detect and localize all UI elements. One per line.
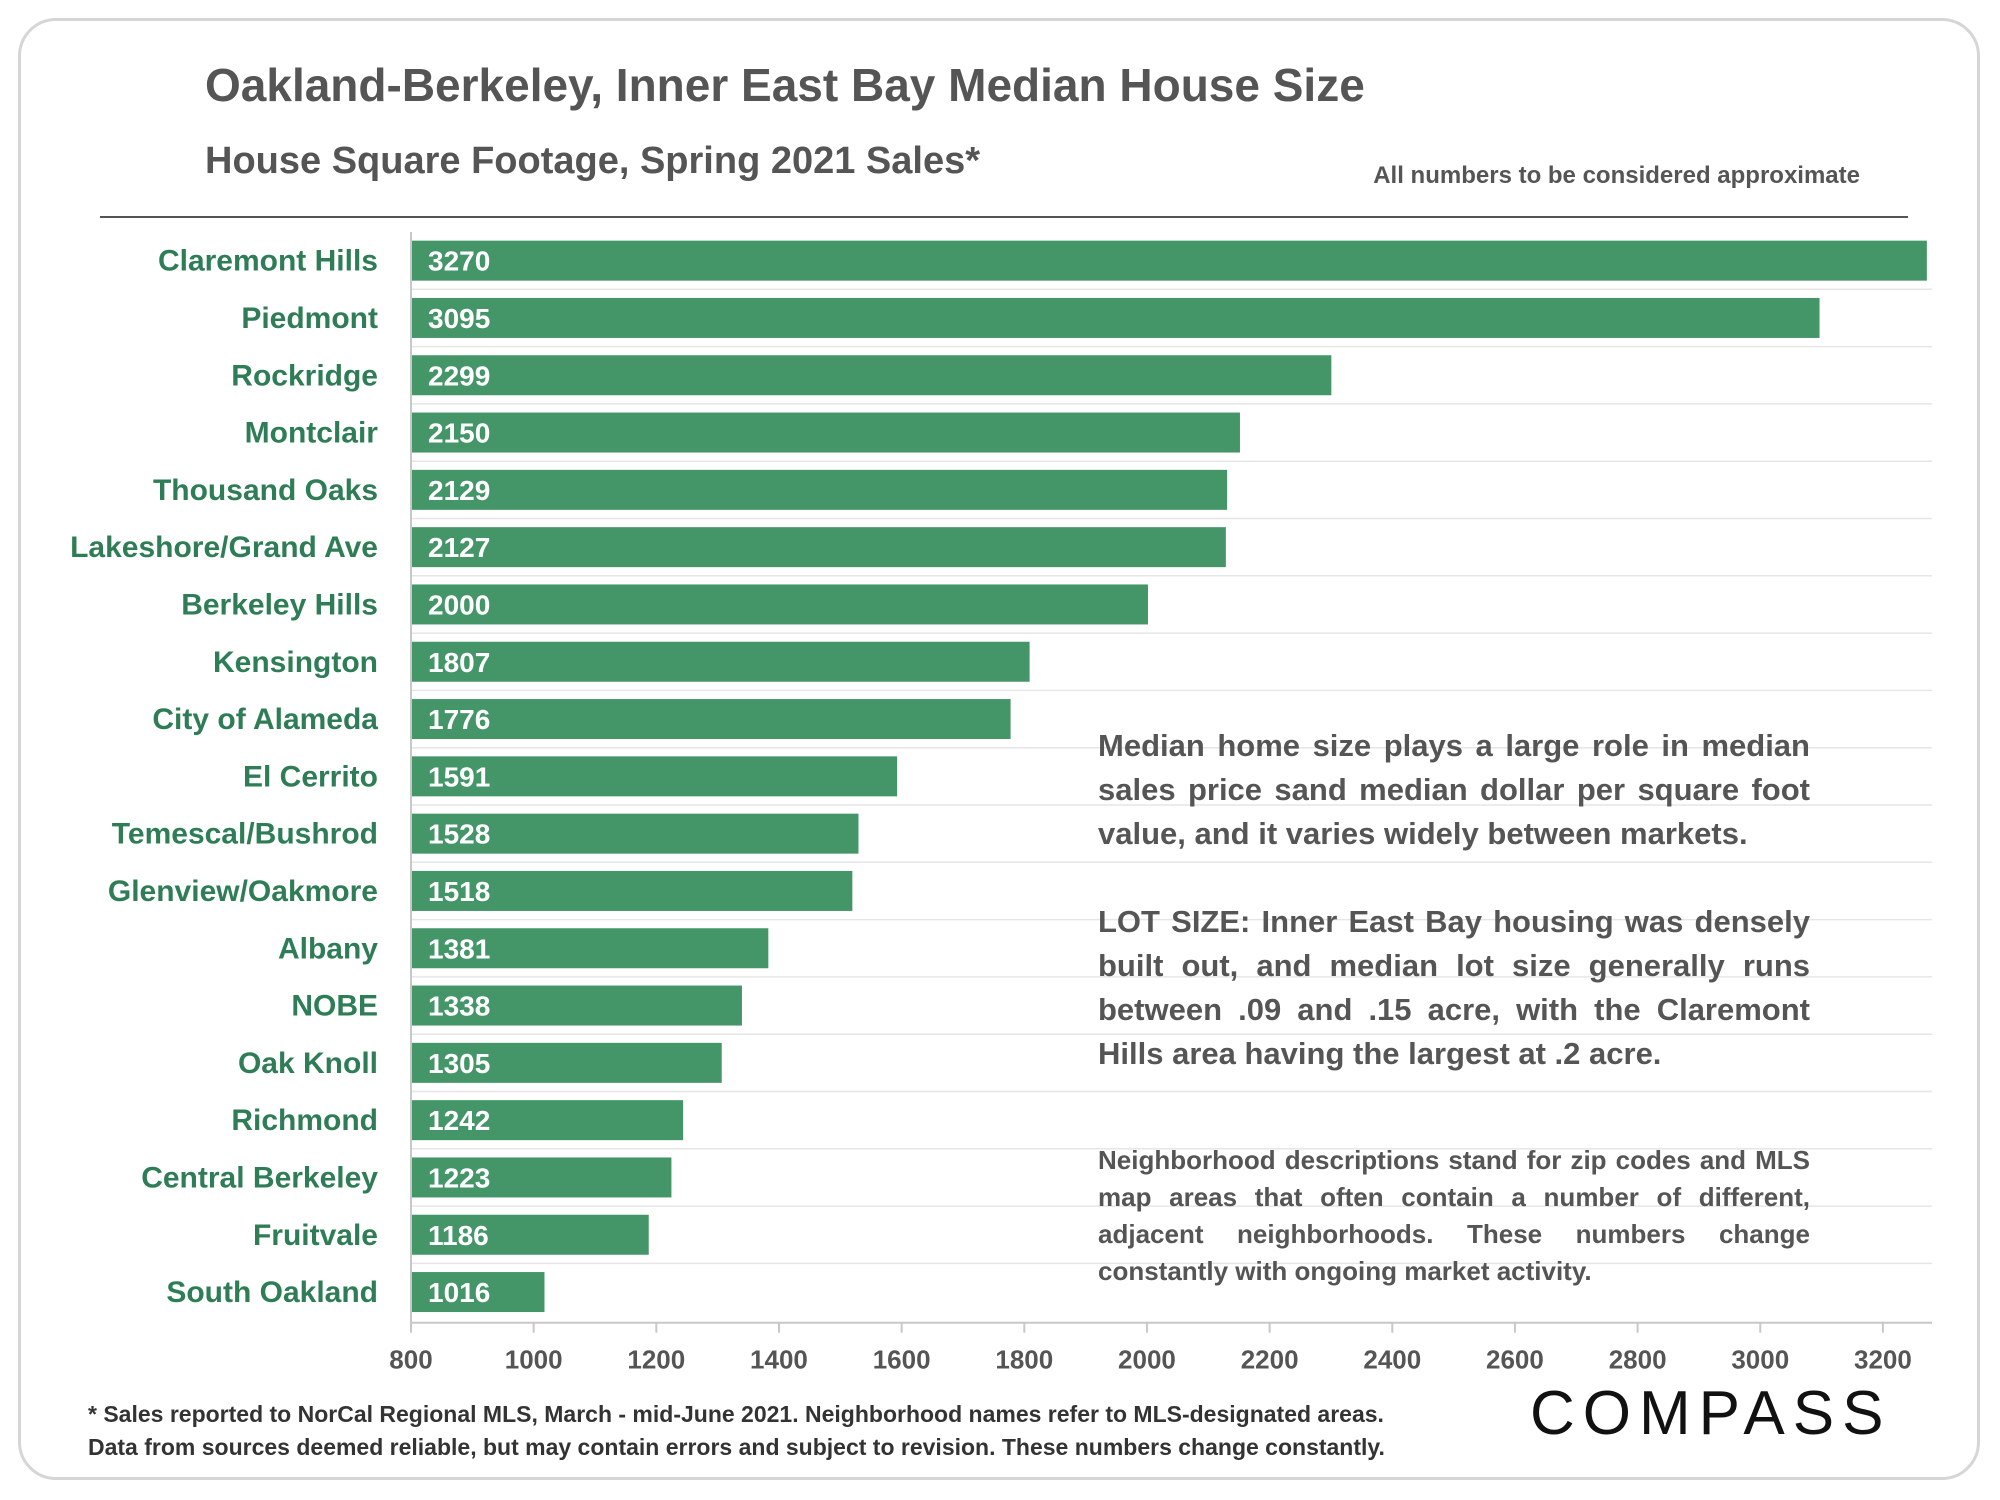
x-tick-label: 1600 (873, 1345, 931, 1375)
bar-value-label: 1242 (428, 1105, 490, 1136)
category-label: Temescal/Bushrod (112, 818, 378, 851)
compass-logo: COMPASS (1530, 1379, 1892, 1448)
x-tick-label: 2000 (1118, 1345, 1176, 1375)
category-label: NOBE (291, 990, 378, 1023)
category-label: Lakeshore/Grand Ave (70, 531, 378, 564)
bar-value-label: 2127 (428, 532, 490, 563)
category-label: Oak Knoll (238, 1047, 378, 1080)
bar (412, 813, 859, 854)
bars: 3270 Claremont Hills 3095 Piedmont 2299 Rockr… (70, 240, 1927, 1313)
category-label: Central Berkeley (141, 1161, 378, 1194)
footnote-line-2: Data from sources deemed reliable, but m… (88, 1434, 1385, 1460)
x-tick-label: 2400 (1363, 1345, 1421, 1375)
category-label: Berkeley Hills (181, 588, 378, 621)
x-tick-label: 1400 (750, 1345, 808, 1375)
x-tick-label: 2600 (1486, 1345, 1544, 1375)
bar (412, 985, 742, 1026)
bar-value-label: 1591 (428, 761, 490, 792)
footnote-line-1: * Sales reported to NorCal Regional MLS,… (88, 1401, 1384, 1427)
x-tick-label: 1800 (995, 1345, 1053, 1375)
x-axis: 800 1000 1200 1400 1600 1800 2000 2200 2400 2600 2… (389, 232, 1932, 1375)
bar (412, 355, 1332, 396)
bar (412, 756, 898, 797)
category-label: Claremont Hills (158, 245, 378, 278)
bar (412, 870, 853, 911)
bar (412, 1100, 684, 1141)
bar (412, 412, 1240, 453)
header-divider (100, 216, 1908, 218)
bar (412, 1042, 722, 1083)
category-label: El Cerrito (243, 760, 378, 793)
bar-value-label: 1518 (428, 876, 490, 907)
category-label: Albany (278, 932, 378, 965)
footnote: * Sales reported to NorCal Regional MLS,… (88, 1398, 1385, 1464)
x-tick-label: 2800 (1609, 1345, 1667, 1375)
bar (412, 1157, 672, 1198)
x-tick-label: 1200 (627, 1345, 685, 1375)
bar (412, 469, 1228, 510)
bar-value-label: 2129 (428, 475, 490, 506)
bar-value-label: 1186 (428, 1220, 489, 1251)
bar-value-label: 2000 (428, 589, 490, 620)
bar-value-label: 1776 (428, 704, 490, 735)
category-label: City of Alameda (152, 703, 378, 736)
x-tick-label: 3200 (1854, 1345, 1912, 1375)
x-tick-label: 1000 (505, 1345, 563, 1375)
bar-value-label: 1016 (428, 1277, 490, 1308)
bar (412, 1214, 649, 1255)
bar-value-label: 1338 (428, 991, 490, 1022)
category-label: Rockridge (231, 359, 378, 392)
category-label: Thousand Oaks (153, 474, 378, 507)
x-tick-label: 2200 (1241, 1345, 1299, 1375)
grid-lines (411, 288, 1932, 1265)
bar-value-label: 3095 (428, 303, 490, 334)
bar-value-label: 2150 (428, 418, 490, 449)
bar (412, 699, 1011, 740)
bar-value-label: 2299 (428, 360, 490, 391)
bar (412, 240, 1927, 281)
bar-value-label: 1305 (428, 1048, 490, 1079)
bar (412, 1272, 545, 1313)
bar (412, 527, 1226, 568)
bar-value-label: 1807 (428, 647, 490, 678)
bar-value-label: 1528 (428, 819, 490, 850)
annotation-neighborhoods: Neighborhood descriptions stand for zip … (1098, 1145, 1810, 1286)
x-tick-label: 800 (389, 1345, 432, 1375)
bar (412, 584, 1148, 625)
category-label: Piedmont (241, 302, 378, 335)
approximate-note: All numbers to be considered approximate (1373, 162, 1860, 189)
category-label: Montclair (245, 417, 379, 450)
x-tick-label: 3000 (1731, 1345, 1789, 1375)
chart-subtitle: House Square Footage, Spring 2021 Sales* (205, 140, 981, 182)
category-label: Glenview/Oakmore (108, 875, 378, 908)
bar (412, 928, 769, 969)
category-label: Kensington (213, 646, 378, 679)
chart-title: Oakland-Berkeley, Inner East Bay Median … (205, 59, 1365, 111)
bar-value-label: 1381 (428, 933, 490, 964)
bar-value-label: 1223 (428, 1162, 490, 1193)
bar (412, 641, 1030, 682)
annotation-home-size: Median home size plays a large role in m… (1098, 728, 1810, 851)
annotation-lot-size: LOT SIZE: Inner East Bay housing was den… (1098, 904, 1810, 1071)
bar-value-label: 3270 (428, 246, 490, 277)
category-label: Fruitvale (253, 1219, 378, 1252)
bar (412, 297, 1820, 338)
category-label: Richmond (231, 1104, 378, 1137)
category-label: South Oakland (166, 1276, 378, 1309)
